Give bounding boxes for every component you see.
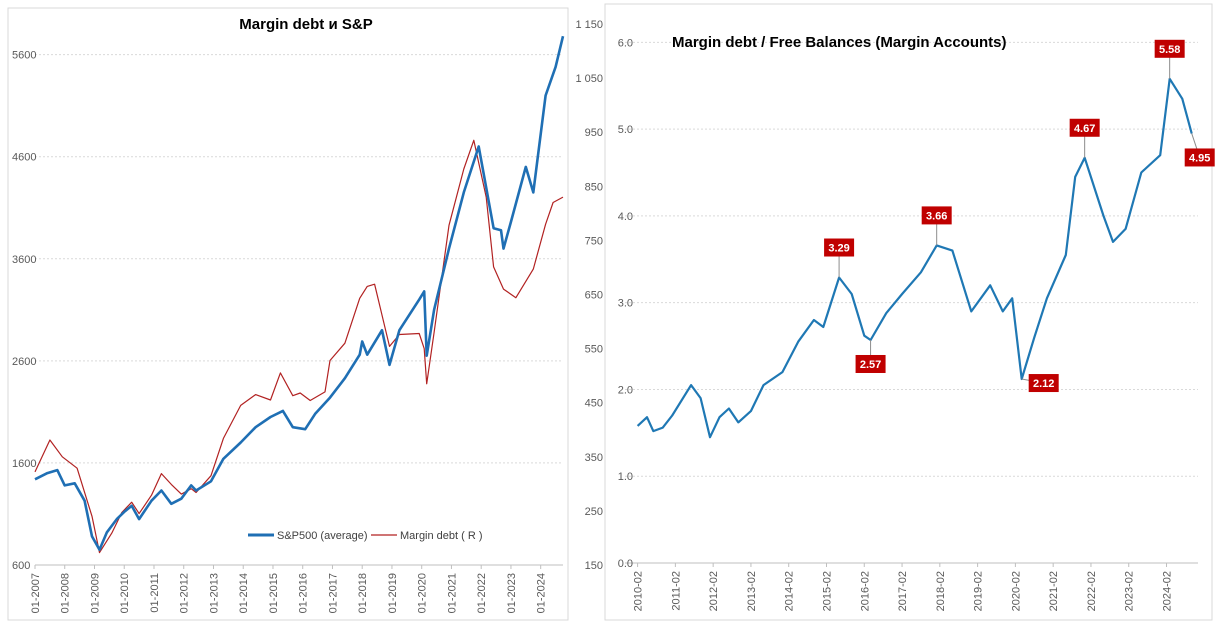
left-y2-tick-label: 650 [585, 290, 603, 302]
left-y2-tick-label: 250 [585, 506, 603, 518]
left-chart: 01-2007 01-2008 01-2009 01-2010 01-2011 01-20… [7, 7, 603, 621]
right-y-axis: 0.0 1.0 2.0 3.0 4.0 5.0 6.0 [618, 37, 633, 570]
callout-box [855, 354, 886, 373]
right-x-tick-label: 2012-02 [708, 571, 720, 611]
callout-label: 5.58 [1159, 44, 1180, 56]
right-x-tick-label: 2022-02 [1086, 571, 1098, 611]
callout-label: 2.12 [1033, 378, 1054, 390]
left-y2-tick-label: 150 [585, 560, 603, 572]
left-x-tick-label: 01-2012 [179, 573, 191, 613]
callout-box [824, 238, 855, 257]
right-x-tick-label: 2014-02 [784, 571, 796, 611]
callout-label: 4.95 [1189, 152, 1210, 164]
right-chart-frame [604, 3, 1213, 621]
right-y-tick-label: 2.0 [618, 384, 633, 396]
left-y2-tick-label: 1 150 [575, 19, 603, 31]
left-chart-frame [7, 7, 569, 621]
left-x-tick-label: 01-2023 [506, 573, 518, 613]
right-y-tick-label: 5.0 [618, 124, 633, 136]
left-x-tick-label: 01-2011 [149, 573, 161, 613]
right-gridlines [625, 41, 1198, 564]
right-y-tick-label: 3.0 [618, 298, 633, 310]
margin-debt-line [34, 139, 564, 554]
left-y-tick-label: 3600 [12, 254, 36, 266]
callout-box [1028, 374, 1059, 393]
right-x-tick-label: 2021-02 [1048, 571, 1060, 611]
right-x-tick-label: 2016-02 [859, 571, 871, 611]
left-x-tick-label: 01-2019 [387, 573, 399, 613]
callout-box [1069, 118, 1100, 137]
right-series-line [636, 77, 1193, 439]
left-y2-tick-label: 950 [585, 127, 603, 139]
right-x-tick-label: 2020-02 [1010, 571, 1022, 611]
right-x-axis: 2010-02 2011-02 2012-02 2013-02 2014-02 2015-… [633, 563, 1174, 611]
right-y-tick-label: 1.0 [618, 471, 633, 483]
left-x-tick-label: 01-2017 [327, 573, 339, 613]
left-x-axis: 01-2007 01-2008 01-2009 01-2010 01-2011 01-20… [30, 565, 548, 613]
callout-box [921, 206, 952, 225]
ratio-line [636, 77, 1193, 439]
callout-label: 4.67 [1074, 123, 1095, 135]
right-x-tick-label: 2024-02 [1162, 571, 1174, 611]
legend-sp500-label: S&P500 (average) [277, 530, 368, 542]
right-y-tick-label: 0.0 [618, 558, 633, 570]
left-y2-tick-label: 1 050 [575, 73, 603, 85]
left-chart-title: Margin debt и S&P [239, 16, 372, 33]
left-x-tick-label: 01-2021 [446, 573, 458, 613]
right-y-tick-label: 4.0 [618, 211, 633, 223]
callout-label: 3.29 [828, 243, 849, 255]
right-x-tick-label: 2019-02 [973, 571, 985, 611]
left-gridlines [35, 54, 563, 566]
right-x-tick-label: 2018-02 [935, 571, 947, 611]
left-legend: S&P500 (average) Margin debt ( R ) [248, 530, 483, 542]
right-chart-title: Margin debt / Free Balances (Margin Acco… [672, 34, 1007, 51]
left-y2-tick-label: 350 [585, 452, 603, 464]
left-x-tick-label: 01-2013 [208, 573, 220, 613]
right-x-tick-label: 2010-02 [633, 571, 645, 611]
right-x-tick-label: 2013-02 [746, 571, 758, 611]
callout-label: 3.66 [926, 210, 947, 222]
left-series-lines [34, 35, 565, 554]
left-x-tick-label: 01-2018 [357, 573, 369, 613]
right-x-tick-label: 2017-02 [897, 571, 909, 611]
left-y-tick-label: 4600 [12, 152, 36, 164]
left-x-tick-label: 01-2022 [476, 573, 488, 613]
left-x-tick-label: 01-2007 [30, 573, 42, 613]
left-y-axis: 600 1600 2600 3600 4600 5600 [12, 50, 36, 572]
left-y-tick-label: 1600 [12, 458, 36, 470]
right-chart: 2010-02 2011-02 2012-02 2013-02 2014-02 2015-… [604, 3, 1215, 621]
right-x-tick-label: 2011-02 [670, 571, 682, 611]
callout-box [1184, 148, 1215, 167]
callout-label: 2.57 [860, 359, 881, 371]
callout-box [1154, 39, 1185, 58]
legend-margin-debt-label: Margin debt ( R ) [400, 530, 483, 542]
right-x-tick-label: 2023-02 [1124, 571, 1136, 611]
left-x-tick-label: 01-2015 [268, 573, 280, 613]
left-x-tick-label: 01-2010 [119, 573, 131, 613]
sp500-line [34, 35, 565, 552]
left-x-tick-label: 01-2016 [298, 573, 310, 613]
left-y2-tick-label: 750 [585, 235, 603, 247]
left-y2-tick-label: 850 [585, 181, 603, 193]
left-y-tick-label: 600 [12, 560, 30, 572]
left-y2-axis: 150 250 350 450 550 650 750 850 950 1 050 1 150 [575, 19, 603, 572]
left-x-tick-label: 01-2020 [417, 573, 429, 613]
left-x-tick-label: 01-2008 [60, 573, 72, 613]
left-x-tick-label: 01-2024 [536, 573, 548, 613]
left-y2-tick-label: 450 [585, 398, 603, 410]
left-y-tick-label: 2600 [12, 356, 36, 368]
right-y-tick-label: 6.0 [618, 37, 633, 49]
left-y2-tick-label: 550 [585, 344, 603, 356]
left-x-tick-label: 01-2014 [238, 573, 250, 613]
left-x-tick-label: 01-2009 [89, 573, 101, 613]
right-callouts: 3.29 2.57 3.66 2.12 4.67 5.58 4.95 [824, 39, 1215, 393]
right-x-tick-label: 2015-02 [821, 571, 833, 611]
left-y-tick-label: 5600 [12, 50, 36, 62]
